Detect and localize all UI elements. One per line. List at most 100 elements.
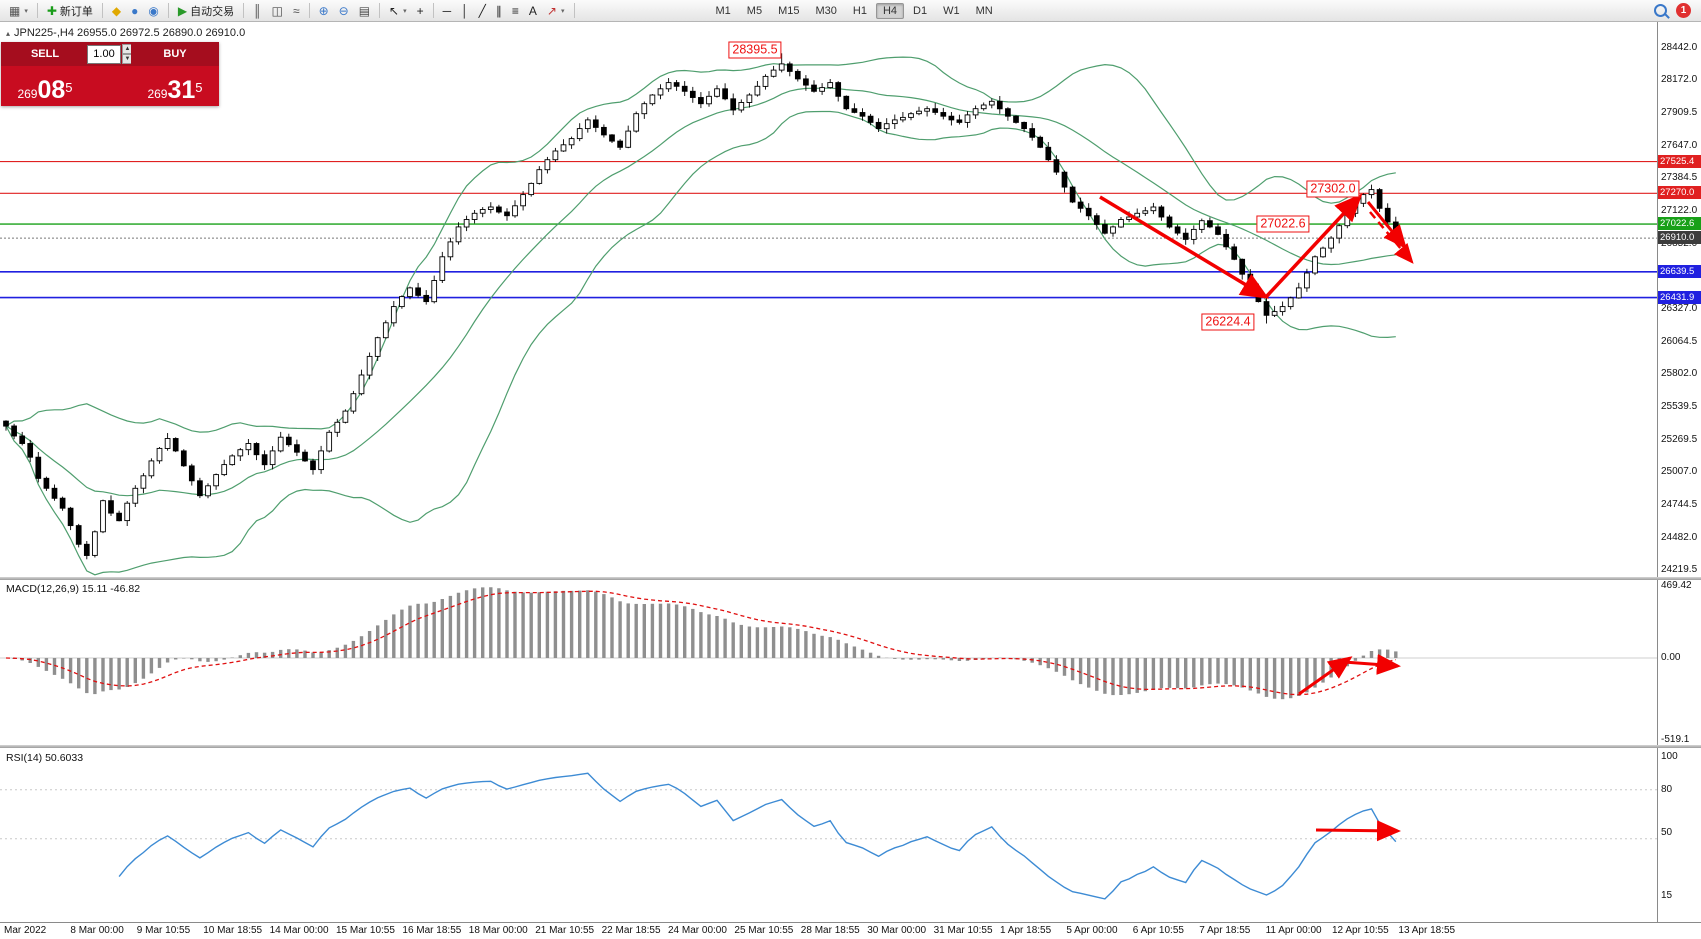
channel-icon[interactable]: ∥ xyxy=(491,2,507,20)
tile-windows-icon: ▤ xyxy=(358,3,371,18)
timeframe-w1[interactable]: W1 xyxy=(943,4,960,17)
zoom-out-icon[interactable]: ⊖ xyxy=(334,2,354,20)
price-axis-border xyxy=(1657,22,1658,922)
horizontal-line-icon[interactable]: ─ xyxy=(438,2,457,20)
fibonacci-icon[interactable]: ≡ xyxy=(507,2,524,20)
price-annotation[interactable]: 28395.5 xyxy=(728,41,782,59)
zoom-in-icon[interactable]: ⊕ xyxy=(314,2,334,20)
autotrading-button: ▶ xyxy=(177,3,188,18)
candlestick-chart-icon[interactable]: ◫ xyxy=(267,2,288,20)
horizontal-price-lines xyxy=(0,161,1657,299)
rsi-axis-label: 50 xyxy=(1661,827,1673,838)
trendline-icon[interactable]: ╱ xyxy=(474,2,491,20)
toolbar-separator xyxy=(243,3,245,18)
vertical-line-icon[interactable]: │ xyxy=(456,2,474,20)
buy-button[interactable]: BUY xyxy=(131,42,219,66)
timeframe-m15[interactable]: M15 xyxy=(778,4,800,17)
time-axis-label[interactable]: 21 Mar 10:55 xyxy=(535,925,595,936)
price-level-tag: 26431.9 xyxy=(1658,290,1701,304)
toolbar-separator xyxy=(167,3,169,18)
time-axis-label[interactable]: 9 Mar 10:55 xyxy=(136,925,191,936)
data-window-icon[interactable]: ◉ xyxy=(143,2,163,20)
price-axis-label: 27909.5 xyxy=(1661,106,1698,118)
crosshair-icon[interactable]: + xyxy=(412,2,429,20)
time-axis-label[interactable]: 12 Apr 10:55 xyxy=(1332,925,1389,936)
cursor-icon[interactable]: ↖ ▾ xyxy=(384,2,412,20)
price-annotation[interactable]: 27022.6 xyxy=(1256,215,1310,233)
time-axis-label[interactable]: 5 Apr 00:00 xyxy=(1066,925,1118,936)
trade-panel-spacer xyxy=(89,66,131,106)
tile-windows-icon[interactable]: ▤ xyxy=(354,2,375,20)
time-axis-label[interactable]: 15 Mar 10:55 xyxy=(336,925,395,936)
timeframe-m30[interactable]: M30 xyxy=(815,4,837,17)
new-chart-icon: ▦ xyxy=(9,3,21,18)
time-axis-label[interactable]: 1 Apr 18:55 xyxy=(1000,925,1052,936)
time-axis-label[interactable]: 13 Apr 18:55 xyxy=(1398,925,1456,936)
line-chart-icon[interactable]: ≈ xyxy=(288,2,305,20)
search-icon[interactable] xyxy=(1654,4,1667,17)
time-axis-label[interactable]: 14 Mar 00:00 xyxy=(269,925,329,936)
panel-separator[interactable] xyxy=(0,745,1701,748)
timeframe-h4[interactable]: H4 xyxy=(875,2,904,19)
toolbar-separator xyxy=(308,3,310,18)
timeframe-m1[interactable]: M1 xyxy=(715,4,731,17)
time-axis-label[interactable]: 31 Mar 10:55 xyxy=(933,925,993,936)
bollinger-bands xyxy=(5,56,1396,576)
time-axis-label[interactable]: 16 Mar 18:55 xyxy=(402,925,462,936)
price-axis-label: 27122.0 xyxy=(1661,204,1698,216)
time-axis-label[interactable]: 30 Mar 00:00 xyxy=(867,925,927,936)
time-axis-label[interactable]: Mar 2022 xyxy=(4,925,47,936)
time-axis-label[interactable]: 6 Apr 10:55 xyxy=(1132,925,1184,936)
sell-price[interactable]: 269 08 5 xyxy=(1,66,89,106)
text-icon: A xyxy=(528,3,537,18)
time-axis-label[interactable]: 11 Apr 00:00 xyxy=(1265,925,1322,936)
price-annotation[interactable]: 26224.4 xyxy=(1201,313,1255,331)
time-axis-label[interactable]: 7 Apr 18:55 xyxy=(1199,925,1251,936)
time-axis-label[interactable]: 22 Mar 18:55 xyxy=(601,925,661,936)
panel-separator[interactable] xyxy=(0,577,1701,580)
metaeditor-icon[interactable]: ◆ xyxy=(107,2,126,20)
market-watch-icon[interactable]: ● xyxy=(126,2,143,20)
timeframe-m5[interactable]: M5 xyxy=(746,4,763,17)
autotrading-button[interactable]: ▶ 自动交易 xyxy=(173,1,239,21)
price-axis-label: 26064.5 xyxy=(1661,335,1698,347)
new-order-button: ✚ xyxy=(46,3,57,18)
current-price-tag: 26910.0 xyxy=(1658,231,1701,245)
buy-price[interactable]: 269 31 5 xyxy=(131,66,219,106)
timeframe-h1[interactable]: H1 xyxy=(852,4,867,17)
price-axis-label: 25269.5 xyxy=(1661,433,1698,445)
time-axis-label[interactable]: 28 Mar 18:55 xyxy=(800,925,860,936)
channel-icon: ∥ xyxy=(495,3,502,18)
shapes-icon[interactable]: ↗ ▾ xyxy=(542,2,570,20)
sell-button[interactable]: SELL xyxy=(1,42,89,66)
new-order-button[interactable]: ✚ 新订单 xyxy=(42,1,98,21)
lot-size-input[interactable] xyxy=(87,44,121,64)
rsi-axis-label: 100 xyxy=(1661,751,1678,762)
timeframe-d1[interactable]: D1 xyxy=(913,4,928,17)
timeframe-mn[interactable]: MN xyxy=(975,4,993,17)
price-annotation[interactable]: 27302.0 xyxy=(1306,180,1360,198)
price-axis-label: 24482.0 xyxy=(1661,531,1698,543)
shapes-icon: ↗ xyxy=(546,3,557,18)
trend-arrows[interactable] xyxy=(1099,193,1414,842)
toolbar: ▦ ▾ ✚ 新订单 ◆ ● ◉ ▶ 自动交易 ║ ◫ ≈ ⊕ ⊖ ▤ ↖ ▾ + ─ │ ╱ ∥ ≡ A ↗ ▾ M1 M5 M15 M3… xyxy=(0,0,1701,22)
time-axis-label[interactable]: 10 Mar 18:55 xyxy=(203,925,263,936)
data-window-icon: ◉ xyxy=(148,3,159,18)
bar-chart-icon[interactable]: ║ xyxy=(248,2,267,20)
caret-down-icon: ▾ xyxy=(24,7,28,15)
toolbar-right: 1 xyxy=(1654,3,1691,18)
time-axis-label[interactable]: 24 Mar 00:00 xyxy=(668,925,727,936)
toolbar-separator xyxy=(573,3,575,18)
time-axis-label[interactable]: 8 Mar 00:00 xyxy=(70,925,124,936)
notification-badge[interactable]: 1 xyxy=(1676,3,1691,18)
text-icon[interactable]: A xyxy=(524,2,542,20)
time-axis-label[interactable]: 18 Mar 00:00 xyxy=(468,925,528,936)
trendline-icon: ╱ xyxy=(478,3,486,18)
price-axis-label: 28172.0 xyxy=(1661,74,1698,86)
buy-price-prefix: 269 xyxy=(147,87,168,101)
new-chart-icon[interactable]: ▦ ▾ xyxy=(4,2,33,20)
price-level-tag: 26639.5 xyxy=(1658,264,1701,278)
time-axis-label[interactable]: 25 Mar 10:55 xyxy=(734,925,794,936)
